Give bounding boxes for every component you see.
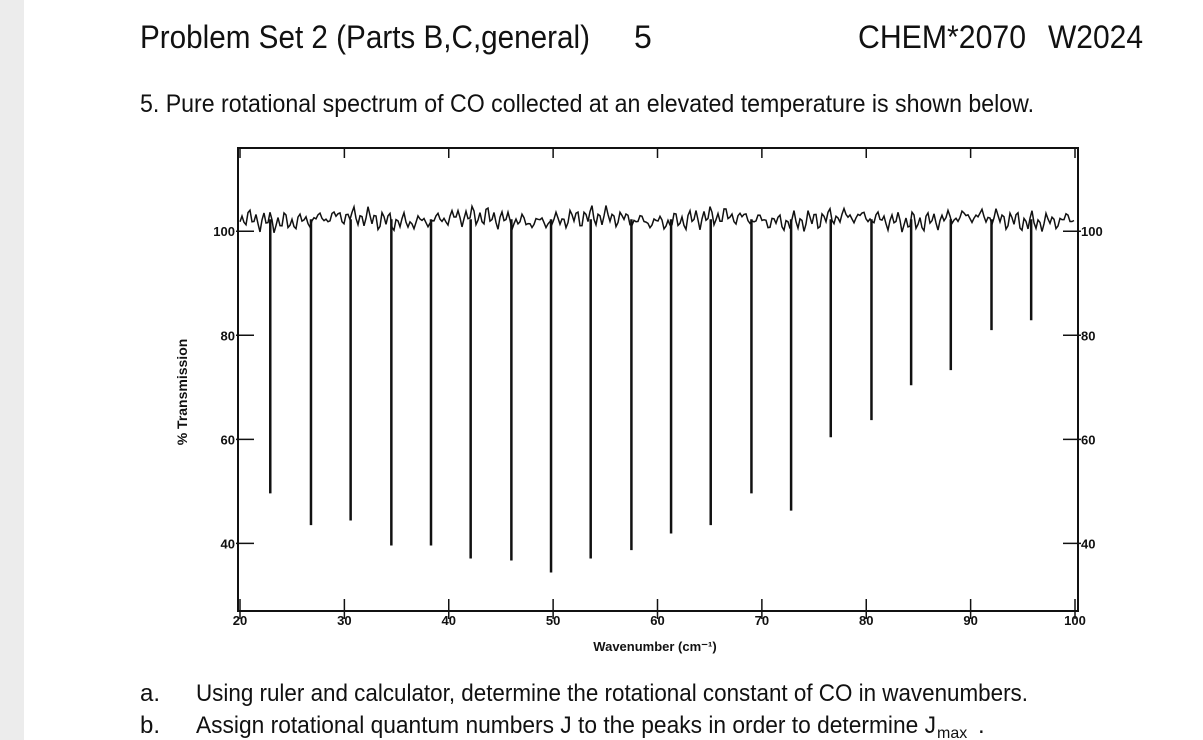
x-tick-label: 90 — [963, 613, 977, 628]
x-tick-label: 30 — [337, 613, 351, 628]
course: CHEM*2070 — [858, 19, 1026, 55]
term: W2024 — [1048, 19, 1143, 55]
page-number: 5 — [634, 19, 652, 55]
x-tick-label: 80 — [859, 613, 873, 628]
y-axis-label: % Transmission — [174, 339, 190, 446]
x-tick-label: 70 — [755, 613, 769, 628]
y-tick-label-right: 60 — [1081, 432, 1095, 447]
y-tick-label-right: 80 — [1081, 328, 1095, 343]
header-title: Problem Set 2 (Parts B,C,general) — [140, 19, 590, 55]
question: 5. Pure rotational spectrum of CO collec… — [140, 90, 1034, 118]
x-tick-label: 50 — [546, 613, 560, 628]
part-tail: . — [978, 712, 985, 739]
y-tick-label-right: 100 — [1081, 224, 1103, 239]
x-tick-label: 100 — [1064, 613, 1086, 628]
x-tick-label: 20 — [233, 613, 247, 628]
part-text: Using ruler and calculator, determine th… — [196, 680, 1028, 707]
plot-frame — [237, 147, 1079, 612]
x-axis-label: Wavenumber (cm⁻¹) — [593, 639, 716, 654]
y-tick-label: 60 — [221, 432, 235, 447]
chart: Wavenumber (cm⁻¹) % Transmission 20 30 40 5… — [174, 147, 1103, 654]
x-tick-label: 40 — [442, 613, 456, 628]
y-tick-label: 80 — [221, 328, 235, 343]
baseline-noise — [239, 203, 1075, 234]
left-margin — [0, 0, 24, 740]
y-tick-label: 100 — [213, 224, 235, 239]
part-subscript: max — [937, 725, 967, 740]
part-label: b. — [140, 712, 160, 739]
x-tick-label: 60 — [650, 613, 664, 628]
part-text: Assign rotational quantum numbers J to t… — [196, 712, 936, 739]
y-tick-label: 40 — [221, 536, 235, 551]
part-label: a. — [140, 680, 160, 707]
y-tick-label-right: 40 — [1081, 536, 1095, 551]
